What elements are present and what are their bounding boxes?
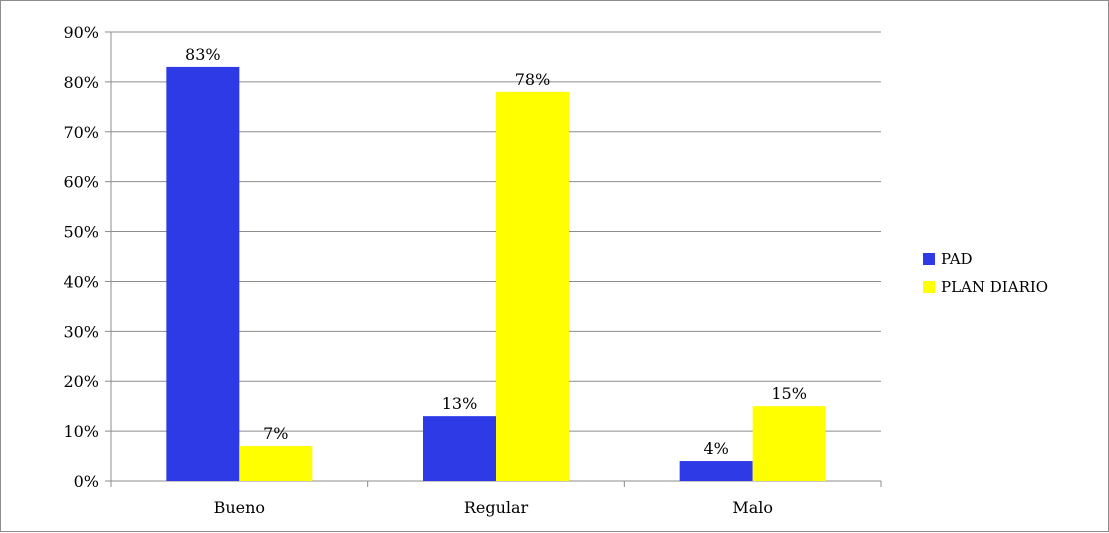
y-tick-label: 0% <box>74 472 99 491</box>
y-tick-label: 50% <box>63 223 99 242</box>
y-tick-label: 10% <box>63 422 99 441</box>
bar <box>239 446 313 481</box>
legend-swatch <box>923 253 935 265</box>
y-tick-label: 70% <box>63 123 99 142</box>
bars <box>166 66 826 481</box>
data-label: 7% <box>263 424 288 443</box>
y-tick-label: 80% <box>63 73 99 92</box>
y-tick-label: 30% <box>63 322 99 341</box>
x-axis-category-labels: Bueno Regular Malo <box>214 498 773 517</box>
data-labels: 83% 7% 13% 78% 4% 15% <box>185 45 807 458</box>
bar <box>496 91 569 481</box>
y-axis-tick-labels: 0% 10% 20% 30% 40% 50% 60% 70% 80% 90% <box>63 23 99 491</box>
category-label: Regular <box>464 498 529 517</box>
data-label: 4% <box>703 439 728 458</box>
bar <box>752 406 826 481</box>
data-label: 13% <box>442 394 478 413</box>
legend-swatch <box>923 281 935 293</box>
legend-label: PLAN DIARIO <box>941 278 1048 296</box>
category-label: Bueno <box>214 498 265 517</box>
bar <box>423 416 496 481</box>
bar <box>679 461 753 481</box>
category-label: Malo <box>732 498 773 517</box>
data-label: 83% <box>185 45 221 64</box>
data-label: 15% <box>771 384 807 403</box>
legend-label: PAD <box>941 250 973 268</box>
data-label: 78% <box>515 70 551 89</box>
y-tick-label: 60% <box>63 173 99 192</box>
y-tick-label: 40% <box>63 272 99 291</box>
bar <box>166 66 240 481</box>
y-tick-label: 90% <box>63 23 99 42</box>
legend: PAD PLAN DIARIO <box>923 250 1048 296</box>
y-tick-label: 20% <box>63 372 99 391</box>
